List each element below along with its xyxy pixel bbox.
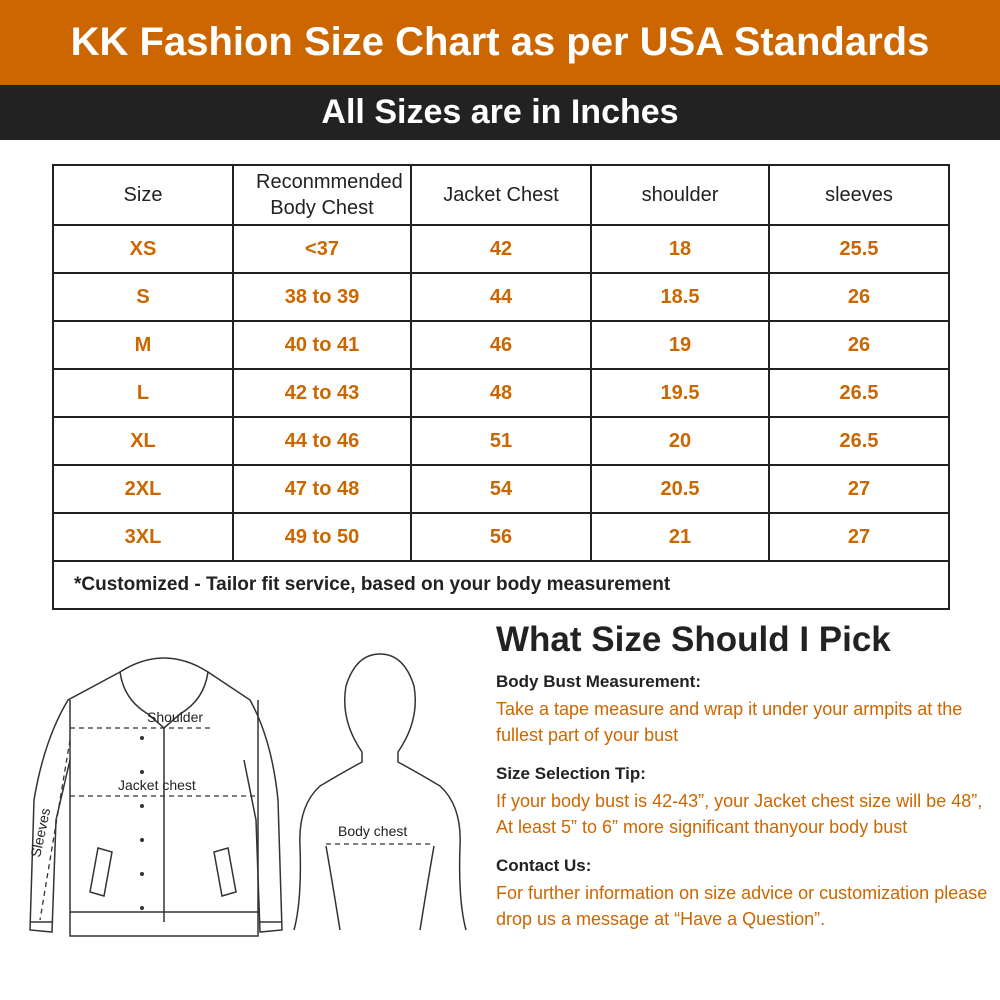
customization-note: *Customized - Tailor fit service, based … [52, 560, 950, 610]
table-row: XL 44 to 46 51 20 26.5 [52, 416, 950, 466]
header-jacket-chest: Jacket Chest [410, 164, 592, 226]
body-illustration [293, 653, 467, 931]
cell-size: 3XL [52, 512, 234, 562]
cell-sleeves: 27 [768, 464, 950, 514]
cell-jacket-chest: 54 [410, 464, 592, 514]
cell-body-chest: 40 to 41 [232, 320, 412, 370]
table-row: 2XL 47 to 48 54 20.5 27 [52, 464, 950, 514]
cell-sleeves: 26 [768, 320, 950, 370]
table-row: XS <37 42 18 25.5 [52, 224, 950, 274]
sleeves-label: Sleeves [27, 807, 53, 859]
cell-body-chest: 38 to 39 [232, 272, 412, 322]
cell-jacket-chest: 42 [410, 224, 592, 274]
cell-size: L [52, 368, 234, 418]
cell-sleeves: 25.5 [768, 224, 950, 274]
body-bust-text: Take a tape measure and wrap it under yo… [496, 699, 963, 745]
table-note-row: *Customized - Tailor fit service, based … [52, 560, 950, 610]
cell-jacket-chest: 56 [410, 512, 592, 562]
sleeves-measure-line [39, 739, 71, 921]
cell-jacket-chest: 51 [410, 416, 592, 466]
cell-shoulder: 18 [590, 224, 770, 274]
cell-sleeves: 26.5 [768, 416, 950, 466]
cell-jacket-chest: 44 [410, 272, 592, 322]
cell-shoulder: 21 [590, 512, 770, 562]
table-row: 3XL 49 to 50 56 21 27 [52, 512, 950, 562]
size-tip-text: If your body bust is 42-43”, your Jacket… [496, 791, 983, 837]
table-row: L 42 to 43 48 19.5 26.5 [52, 368, 950, 418]
jacket-buttons [140, 736, 144, 910]
measurement-illustration: Shoulder Jacket chest Sleeves Body chest [27, 653, 467, 937]
cell-jacket-chest: 46 [410, 320, 592, 370]
header-size: Size [52, 164, 234, 226]
header-shoulder: shoulder [590, 164, 770, 226]
contact-text: For further information on size advice o… [496, 883, 988, 929]
cell-shoulder: 20 [590, 416, 770, 466]
cell-body-chest: 44 to 46 [232, 416, 412, 466]
header-body-chest: Reconmmended Body Chest [232, 164, 412, 226]
contact-label: Contact Us: [496, 856, 592, 875]
cell-sleeves: 27 [768, 512, 950, 562]
cell-size: XS [52, 224, 234, 274]
page-title: KK Fashion Size Chart as per USA Standar… [0, 0, 1000, 85]
cell-size: 2XL [52, 464, 234, 514]
body-bust-label: Body Bust Measurement: [496, 672, 701, 691]
cell-shoulder: 19.5 [590, 368, 770, 418]
cell-size: S [52, 272, 234, 322]
cell-shoulder: 20.5 [590, 464, 770, 514]
cell-size: XL [52, 416, 234, 466]
cell-body-chest: 47 to 48 [232, 464, 412, 514]
cell-sleeves: 26 [768, 272, 950, 322]
table-header-row: Size Reconmmended Body Chest Jacket Ches… [52, 164, 950, 226]
cell-size: M [52, 320, 234, 370]
table-row: M 40 to 41 46 19 26 [52, 320, 950, 370]
size-tip-label: Size Selection Tip: [496, 764, 646, 783]
jacket-illustration [29, 657, 283, 937]
body-chest-label: Body chest [338, 823, 407, 839]
shoulder-label: Shoulder [147, 709, 203, 725]
jacket-chest-label: Jacket chest [118, 777, 196, 793]
size-guide-panel: What Size Should I Pick Body Bust Measur… [496, 620, 996, 932]
cell-jacket-chest: 48 [410, 368, 592, 418]
cell-shoulder: 18.5 [590, 272, 770, 322]
cell-body-chest: 42 to 43 [232, 368, 412, 418]
cell-body-chest: 49 to 50 [232, 512, 412, 562]
table-row: S 38 to 39 44 18.5 26 [52, 272, 950, 322]
header-sleeves: sleeves [768, 164, 950, 226]
cell-shoulder: 19 [590, 320, 770, 370]
size-chart-table: Size Reconmmended Body Chest Jacket Ches… [52, 164, 950, 610]
cell-sleeves: 26.5 [768, 368, 950, 418]
guide-heading: What Size Should I Pick [496, 620, 891, 659]
units-subtitle: All Sizes are in Inches [0, 85, 1000, 140]
cell-body-chest: <37 [232, 224, 412, 274]
